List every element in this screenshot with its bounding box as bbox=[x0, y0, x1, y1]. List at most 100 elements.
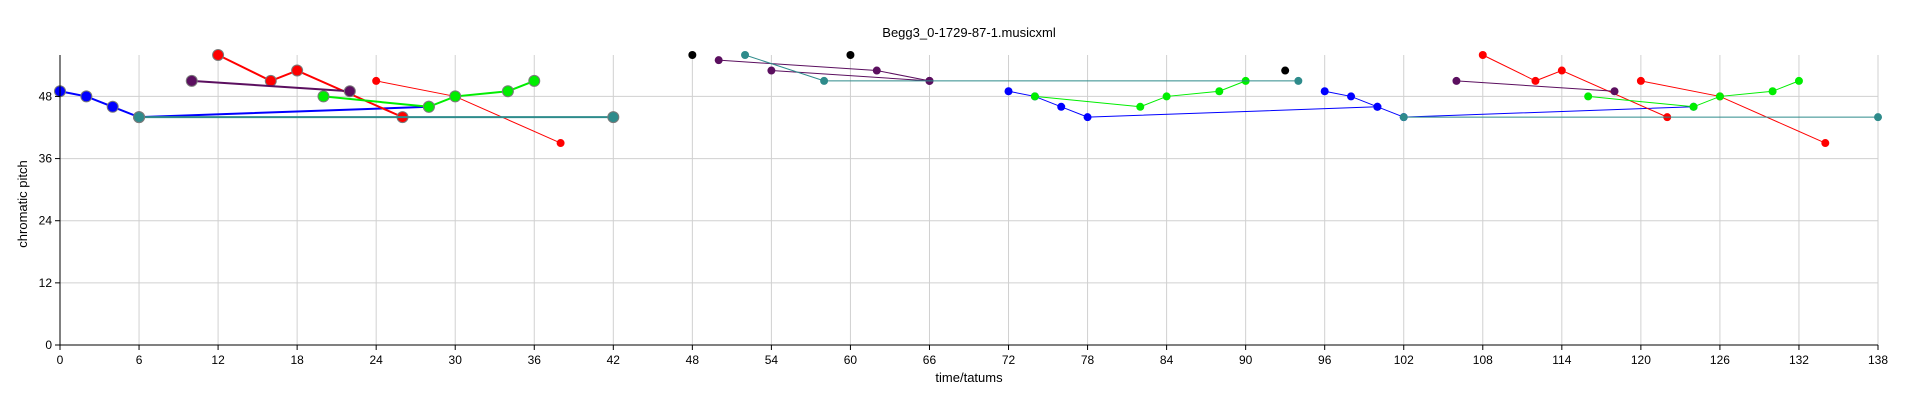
series bbox=[741, 51, 1303, 85]
data-point bbox=[714, 56, 723, 65]
y-tick-label: 0 bbox=[45, 338, 52, 352]
data-point bbox=[1452, 76, 1461, 85]
series bbox=[185, 74, 356, 98]
data-point bbox=[1281, 66, 1290, 75]
data-point bbox=[846, 51, 855, 59]
data-point bbox=[1294, 76, 1303, 85]
data-point bbox=[1794, 76, 1803, 85]
x-tick-label: 24 bbox=[369, 353, 383, 367]
data-point bbox=[1557, 66, 1566, 75]
data-point bbox=[1057, 102, 1066, 111]
data-point bbox=[80, 90, 93, 103]
data-point bbox=[607, 111, 620, 124]
x-tick-label: 120 bbox=[1631, 353, 1651, 367]
data-point bbox=[185, 74, 198, 87]
x-tick-label: 90 bbox=[1239, 353, 1253, 367]
data-point bbox=[1215, 87, 1224, 96]
data-point bbox=[501, 85, 514, 98]
data-point bbox=[872, 66, 881, 75]
data-point bbox=[1373, 102, 1382, 111]
data-point bbox=[1030, 92, 1039, 101]
data-point bbox=[820, 76, 829, 85]
x-tick-label: 84 bbox=[1160, 353, 1174, 367]
data-point bbox=[422, 100, 435, 113]
data-point bbox=[1162, 92, 1171, 101]
data-point bbox=[1136, 102, 1145, 111]
x-tick-label: 132 bbox=[1789, 353, 1809, 367]
data-point bbox=[1715, 92, 1724, 101]
data-point bbox=[1821, 139, 1830, 148]
data-point bbox=[556, 139, 565, 148]
data-point bbox=[1531, 76, 1540, 85]
y-tick-label: 36 bbox=[39, 152, 53, 166]
x-tick-label: 36 bbox=[528, 353, 542, 367]
series bbox=[317, 74, 541, 113]
data-point bbox=[1636, 76, 1645, 85]
data-point bbox=[449, 90, 462, 103]
x-tick-label: 60 bbox=[844, 353, 858, 367]
series bbox=[1281, 66, 1290, 75]
data-series bbox=[54, 49, 1882, 148]
data-point bbox=[1874, 113, 1882, 122]
x-tick-label: 96 bbox=[1318, 353, 1332, 367]
data-point bbox=[212, 49, 225, 61]
data-point bbox=[1610, 87, 1619, 96]
series bbox=[133, 111, 620, 124]
data-point bbox=[1478, 51, 1487, 59]
y-tick-label: 12 bbox=[39, 276, 53, 290]
data-point bbox=[133, 111, 146, 124]
y-tick-label: 24 bbox=[39, 214, 53, 228]
data-point bbox=[688, 51, 697, 59]
series-line bbox=[1456, 80, 1615, 92]
data-point bbox=[1347, 92, 1356, 101]
chart-title: Begg3_0-1729-87-1.musicxml bbox=[882, 25, 1056, 40]
data-point bbox=[106, 100, 119, 113]
x-tick-label: 54 bbox=[765, 353, 779, 367]
series bbox=[688, 51, 697, 59]
data-point bbox=[1584, 92, 1593, 101]
data-point bbox=[372, 76, 381, 85]
data-point bbox=[741, 51, 750, 59]
data-point bbox=[343, 85, 356, 98]
data-point bbox=[291, 64, 304, 77]
series bbox=[1584, 76, 1803, 111]
series-line bbox=[1640, 80, 1826, 144]
data-point bbox=[1083, 113, 1092, 122]
data-point bbox=[1004, 87, 1013, 96]
x-tick-label: 42 bbox=[607, 353, 621, 367]
x-tick-label: 72 bbox=[1002, 353, 1016, 367]
x-tick-label: 18 bbox=[290, 353, 304, 367]
axes: 0 6 12 18 24 30 36 42 48 54 60 66 72 78 84 90 96 102 108 11… bbox=[39, 55, 1888, 367]
series bbox=[1399, 113, 1882, 122]
x-tick-label: 0 bbox=[57, 353, 64, 367]
series bbox=[1636, 76, 1830, 148]
data-point bbox=[1689, 102, 1698, 111]
x-tick-label: 66 bbox=[923, 353, 937, 367]
data-point bbox=[1399, 113, 1408, 122]
series-line bbox=[744, 54, 1299, 82]
data-point bbox=[317, 90, 330, 103]
y-tick-label: 48 bbox=[39, 89, 53, 103]
y-axis-label: chromatic pitch bbox=[15, 160, 30, 247]
data-point bbox=[1320, 87, 1329, 96]
x-tick-label: 6 bbox=[136, 353, 143, 367]
x-tick-label: 114 bbox=[1552, 353, 1571, 367]
x-tick-label: 78 bbox=[1081, 353, 1095, 367]
x-axis-label: time/tatums bbox=[935, 370, 1003, 385]
data-point bbox=[767, 66, 776, 75]
series bbox=[846, 51, 855, 59]
x-tick-label: 30 bbox=[449, 353, 463, 367]
series-line bbox=[1482, 54, 1668, 118]
data-point bbox=[528, 74, 541, 87]
series-line bbox=[191, 79, 350, 93]
x-tick-label: 138 bbox=[1868, 353, 1888, 367]
x-tick-label: 126 bbox=[1710, 353, 1730, 367]
x-tick-label: 12 bbox=[211, 353, 225, 367]
x-tick-label: 108 bbox=[1473, 353, 1493, 367]
x-tick-label: 48 bbox=[686, 353, 700, 367]
data-point bbox=[264, 74, 277, 87]
series bbox=[1452, 76, 1619, 96]
x-tick-label: 102 bbox=[1394, 353, 1414, 367]
data-point bbox=[1768, 87, 1777, 96]
